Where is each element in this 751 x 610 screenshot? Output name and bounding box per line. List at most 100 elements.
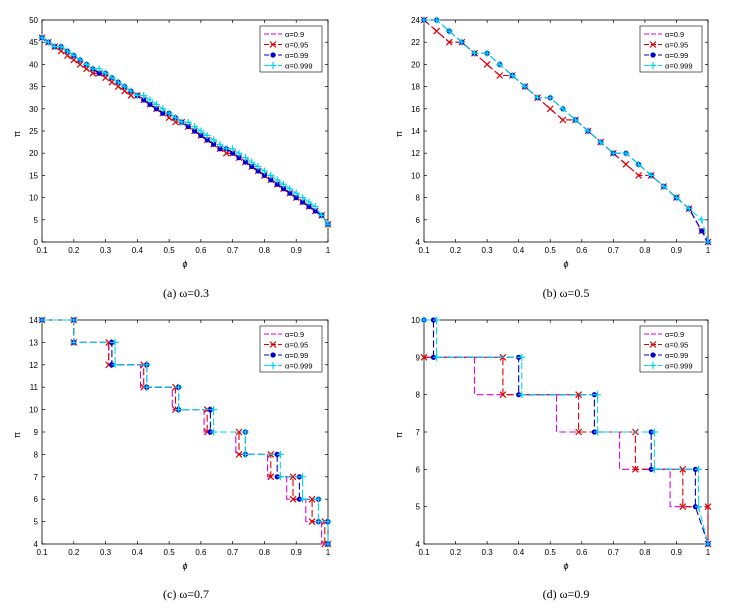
data-point	[695, 465, 703, 473]
data-point	[546, 94, 554, 102]
y-tick-label: 10	[29, 406, 38, 415]
data-point	[575, 428, 583, 436]
data-point	[299, 199, 306, 205]
data-point	[121, 87, 129, 95]
legend-box	[639, 325, 703, 373]
data-point	[197, 127, 205, 135]
y-tick-label: 10	[411, 316, 420, 325]
data-point	[82, 60, 90, 68]
panel-caption: (a) ω=0.3	[163, 286, 209, 300]
data-point	[229, 145, 237, 153]
data-point	[210, 136, 218, 144]
data-point	[695, 503, 703, 511]
data-point	[111, 338, 119, 346]
legend-entry: α=0.9	[285, 30, 304, 39]
data-point	[165, 109, 173, 117]
y-axis-label: π	[12, 131, 22, 137]
data-point	[57, 47, 65, 55]
x-tick-label: 0.9	[671, 548, 683, 557]
x-tick-label: 0.3	[100, 548, 112, 557]
y-tick-label: 5	[34, 518, 39, 527]
data-point	[575, 391, 583, 399]
y-tick-label: 16	[411, 105, 420, 114]
data-point	[222, 145, 230, 153]
data-point	[267, 473, 275, 481]
data-point	[292, 189, 300, 197]
data-point	[171, 114, 179, 122]
data-point	[324, 518, 332, 526]
data-point	[57, 43, 65, 51]
data-point	[108, 74, 116, 82]
legend-marker	[650, 352, 656, 358]
data-point	[704, 540, 712, 548]
data-point	[280, 180, 288, 188]
data-point	[76, 60, 84, 68]
data-point	[70, 316, 78, 324]
data-point	[241, 154, 249, 162]
data-point	[518, 391, 526, 399]
x-tick-label: 1	[326, 548, 331, 557]
series-2	[420, 353, 712, 548]
legend-marker	[649, 341, 657, 348]
legend-marker	[649, 362, 657, 369]
panel-caption: (d) ω=0.9	[543, 587, 590, 601]
x-tick-label: 0.9	[671, 246, 683, 255]
y-tick-label: 8	[416, 194, 421, 203]
y-tick-label: 8	[416, 391, 421, 400]
data-point	[420, 16, 428, 24]
data-point	[594, 428, 602, 436]
data-point	[133, 91, 141, 99]
x-tick-label: 0.4	[513, 246, 525, 255]
data-point	[273, 176, 281, 184]
data-point	[153, 106, 159, 112]
data-point	[631, 465, 639, 473]
data-point	[293, 195, 299, 201]
y-tick-label: 15	[29, 171, 38, 180]
data-point	[470, 49, 478, 57]
data-point	[222, 149, 230, 157]
data-point	[160, 110, 166, 116]
data-point	[268, 177, 274, 183]
data-point	[235, 149, 243, 157]
y-tick-label: 22	[411, 38, 420, 47]
data-point	[254, 163, 262, 171]
y-tick-label: 8	[34, 450, 39, 459]
data-point	[597, 138, 605, 146]
data-point	[287, 190, 293, 196]
data-point	[70, 338, 78, 346]
y-tick-label: 14	[411, 127, 420, 136]
data-point	[622, 160, 630, 168]
y-tick-label: 12	[29, 361, 38, 370]
y-tick-label: 10	[29, 194, 38, 203]
x-tick-label: 0.2	[68, 246, 80, 255]
data-point	[496, 60, 504, 68]
y-tick-label: 4	[416, 238, 421, 247]
data-point	[198, 132, 204, 139]
data-point	[175, 383, 183, 391]
data-point	[308, 518, 316, 526]
data-point	[622, 149, 630, 157]
data-point	[314, 518, 322, 526]
y-tick-label: 9	[34, 428, 39, 437]
data-point	[609, 149, 617, 157]
x-tick-label: 1	[706, 246, 711, 255]
y-tick-label: 14	[29, 316, 38, 325]
data-point	[210, 406, 218, 414]
data-point	[146, 96, 154, 104]
data-point	[159, 105, 167, 113]
series-line	[424, 319, 709, 545]
x-tick-label: 0.4	[132, 246, 144, 255]
x-tick-label: 0.8	[259, 246, 271, 255]
data-point	[305, 198, 313, 206]
data-point	[433, 316, 441, 324]
data-point	[299, 473, 307, 481]
series-line	[424, 356, 709, 544]
x-tick-label: 0.7	[608, 548, 620, 557]
legend-entry: α=0.95	[285, 41, 308, 50]
legend-marker	[649, 62, 657, 69]
data-point	[312, 208, 318, 214]
legend-entry: α=0.999	[285, 362, 312, 371]
y-axis-label: π	[394, 131, 404, 137]
data-point	[289, 473, 297, 481]
series-4	[38, 34, 332, 228]
